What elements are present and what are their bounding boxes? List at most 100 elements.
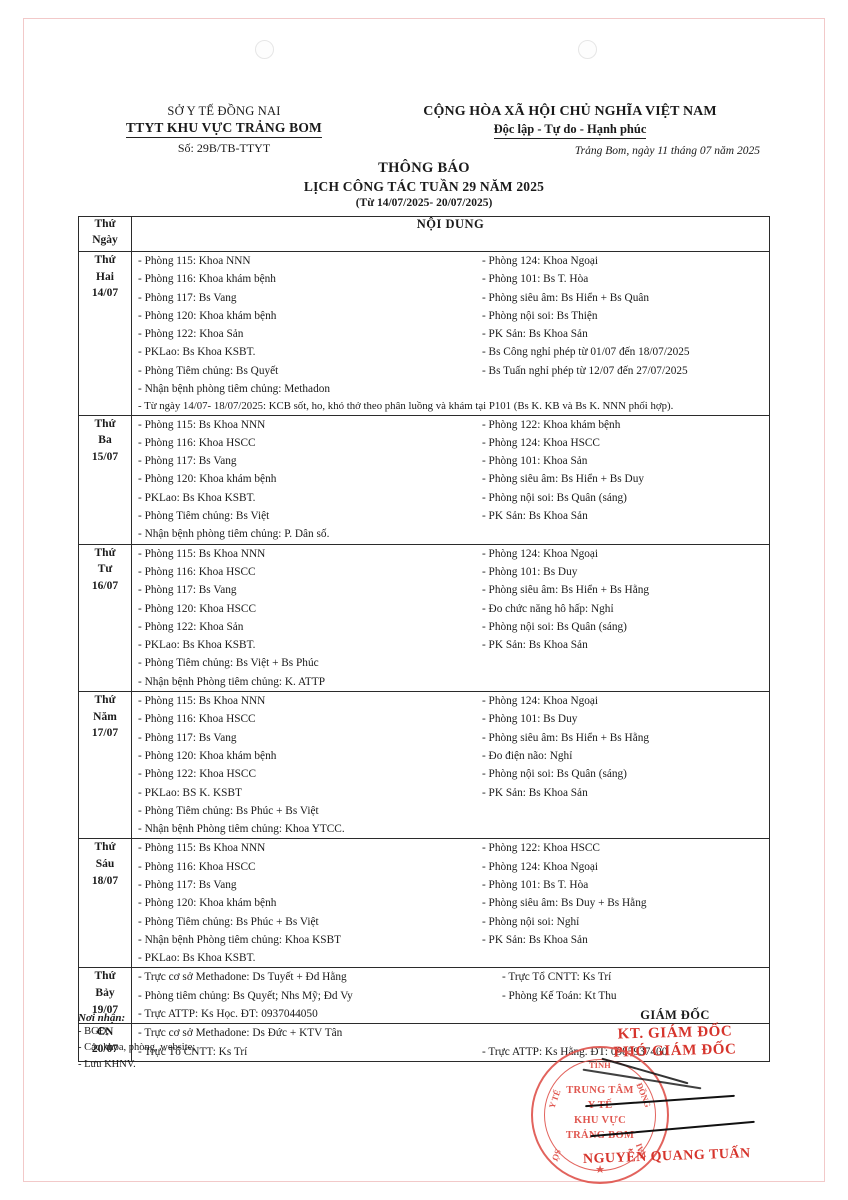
- day-date: 15/07: [91, 450, 119, 463]
- schedule-entry: - Phòng Tiêm chủng: Bs Phúc + Bs Việt: [138, 915, 319, 928]
- content-column-right: - Phòng 124: Khoa Ngoại - Phòng 101: Bs D…: [476, 545, 769, 691]
- content-two-columns: - Trực cơ sở Methadone: Ds Tuyết + Đd Hằ…: [132, 968, 769, 1023]
- day-date: 19/07: [91, 1003, 119, 1016]
- schedule-entry: - Phòng nội soi: Nghỉ: [481, 915, 580, 928]
- schedule-entry: - Phòng tiêm chủng: Bs Quyết; Nhs Mỹ; Đd…: [138, 989, 353, 1002]
- schedule-entry: - Nhận bệnh Phòng tiêm chủng: K. ATTP: [138, 675, 326, 688]
- document-type-title: THÔNG BÁO: [378, 160, 470, 176]
- day-name-line1: Thứ: [94, 694, 116, 707]
- schedule-entry: - Phòng nội soi: Bs Thiện: [481, 309, 598, 322]
- schedule-entry: - Phòng 115: Bs Khoa NNN: [138, 695, 266, 708]
- schedule-entry: - PK Sản: Bs Khoa Sản: [481, 639, 588, 652]
- schedule-entry: - Phòng 120: Khoa khám bệnh: [138, 309, 277, 322]
- schedule-entry: - Phòng 120: Khoa khám bệnh: [138, 897, 277, 910]
- content-column-right: - Trực Tổ CNTT: Ks Trí - Phòng Kế Toán: K…: [476, 968, 769, 1023]
- schedule-entry: - Phòng 120: Khoa HSCC: [138, 602, 256, 615]
- schedule-entry: - Phòng siêu âm: Bs Duy + Bs Hằng: [481, 897, 647, 910]
- day-label-cell: Thứ Tư 16/07: [78, 543, 132, 693]
- document-header: SỞ Y TẾ ĐỒNG NAI TTYT KHU VỰC TRẢNG BOM …: [78, 104, 770, 157]
- day-content-cell: - Phòng 115: Bs Khoa NNN - Phòng 116: Kho…: [131, 543, 770, 693]
- schedule-entry: - Đo điện não: Nghỉ: [481, 749, 573, 762]
- day-name-line2: Bảy: [95, 987, 115, 1000]
- seal-arc-top: TỈNH: [589, 1060, 611, 1070]
- schedule-entry: - Phòng 101: Bs T. Hòa: [481, 878, 589, 891]
- recipients-title: Nơi nhận:: [78, 1012, 126, 1024]
- table-row: Thứ Năm 17/07- Phòng 115: Bs Khoa NNN - Phò…: [78, 691, 770, 840]
- content-column-right: - Phòng 124: Khoa Ngoại - Phòng 101: Bs D…: [476, 692, 769, 838]
- department-name: SỞ Y TẾ ĐỒNG NAI: [167, 104, 281, 118]
- schedule-entry: - Phòng 124: Khoa Ngoại: [481, 255, 599, 267]
- schedule-table-body: Thứ Ngày NỘI DUNG Thứ Hai 14/07 - Phòng 115…: [78, 216, 770, 1062]
- recipient-item: - BGĐ;: [78, 1026, 110, 1037]
- seal-star-icon: ★: [595, 1164, 605, 1176]
- schedule-entry: - Phòng 124: Khoa HSCC: [481, 436, 600, 449]
- schedule-entry: - Phòng 122: Khoa khám bệnh: [481, 418, 621, 431]
- schedule-entry: - Phòng Tiêm chủng: Bs Phúc + Bs Việt: [138, 804, 319, 817]
- signature-block: GIÁM ĐỐC KT. GIÁM ĐỐC PHÓ GIÁM ĐỐC: [560, 1008, 790, 1061]
- seal-inner-ring: [544, 1059, 656, 1171]
- schedule-entry: - Phòng 115: Bs Khoa NNN: [138, 418, 266, 431]
- schedule-entry: - PKLao: Bs Khoa KSBT.: [138, 346, 256, 359]
- column-header-day: Thứ Ngày: [78, 216, 132, 252]
- schedule-entry: - PK Sản: Bs Khoa Sản: [481, 933, 588, 946]
- schedule-entry: - Phòng 115: Bs Khoa NNN: [138, 547, 266, 560]
- schedule-entry: - Phòng 124: Khoa Ngoại: [481, 695, 599, 708]
- day-name-line1: Thứ: [94, 254, 116, 266]
- hole-punch-icon: [255, 40, 274, 59]
- content-column-left: - Phòng 115: Khoa NNN - Phòng 116: Khoa k…: [132, 252, 476, 398]
- day-label-cell: Thứ Năm 17/07: [78, 691, 132, 840]
- schedule-entry: - Phòng 116: Khoa khám bệnh: [138, 273, 276, 286]
- seal-line-1: TRUNG TÂM: [566, 1085, 634, 1096]
- weekly-schedule-table: Thứ Ngày NỘI DUNG Thứ Hai 14/07 - Phòng 115…: [78, 216, 770, 1062]
- schedule-entry: - Phòng 117: Bs Vang: [138, 878, 237, 891]
- seal-line-3: KHU VỰC: [574, 1114, 626, 1126]
- full-width-note: - Từ ngày 14/07- 18/07/2025: KCB sốt, ho…: [138, 400, 674, 413]
- date-range-subtitle: (Từ 14/07/2025- 20/07/2025): [355, 197, 493, 209]
- schedule-entry: - PK Sản: Bs Khoa Sản: [481, 510, 588, 523]
- signature-title: GIÁM ĐỐC: [640, 1008, 710, 1022]
- schedule-entry: - Phòng Tiêm chủng: Bs Việt + Bs Phúc: [138, 657, 319, 670]
- issuing-authority-block: SỞ Y TẾ ĐỒNG NAI TTYT KHU VỰC TRẢNG BOM …: [78, 104, 370, 157]
- content-two-columns: - Phòng 115: Bs Khoa NNN - Phòng 116: Kho…: [132, 692, 769, 838]
- table-row: Thứ Ba 15/07- Phòng 115: Bs Khoa NNN - Phòn…: [78, 414, 770, 545]
- schedule-entry: - Phòng siêu âm: Bs Hiển + Bs Quân: [481, 291, 650, 304]
- schedule-entry: - Phòng 117: Bs Vang: [138, 731, 237, 744]
- recipients-list: - BGĐ; - Các khoa, phòng, website; - Lưu…: [78, 1024, 770, 1073]
- day-date: 16/07: [91, 579, 119, 592]
- table-row: Thứ Sáu 18/07- Phòng 115: Bs Khoa NNN - Phò…: [78, 838, 770, 969]
- day-content-cell: - Phòng 115: Bs Khoa NNN - Phòng 116: Kho…: [131, 691, 770, 840]
- content-column-left: - Phòng 115: Bs Khoa NNN - Phòng 116: Kho…: [132, 416, 476, 544]
- day-label-cell: Thứ Hai 14/07: [78, 251, 132, 416]
- national-motto-block: CỘNG HÒA XÃ HỘI CHỦ NGHĨA VIỆT NAM Độc l…: [370, 104, 770, 157]
- schedule-entry: - Nhận bệnh phòng tiêm chủng: P. Dân số.: [138, 528, 330, 541]
- day-name-line1: Thứ: [94, 970, 116, 983]
- schedule-entry: - Trực ATTP: Ks Học. ĐT: 0937044050: [138, 1008, 318, 1021]
- content-column-left: - Phòng 115: Bs Khoa NNN - Phòng 116: Kho…: [132, 545, 476, 691]
- schedule-entry: - Phòng 116: Khoa HSCC: [138, 436, 256, 449]
- schedule-entry: - Phòng 101: Khoa Sản: [481, 455, 588, 468]
- schedule-entry: - PKLao: Bs Khoa KSBT.: [138, 952, 256, 965]
- day-name-line2: Sáu: [95, 858, 115, 871]
- schedule-entry: - Phòng 122: Khoa Sản: [138, 620, 244, 633]
- schedule-entry: - Phòng 116: Khoa HSCC: [138, 860, 256, 873]
- schedule-entry: - Phòng 101: Bs Duy: [481, 713, 578, 726]
- schedule-entry: - Phòng 117: Bs Vang: [138, 455, 237, 468]
- seal-outer-ring: [531, 1046, 669, 1184]
- day-label-cell: CN 20/07: [78, 1023, 132, 1062]
- schedule-entry: - PKLao: BS K. KSBT: [138, 786, 242, 799]
- table-row: Thứ Hai 14/07- Phòng 115: Khoa NNN - Phòng …: [78, 251, 770, 416]
- schedule-entry: - Phòng nội soi: Bs Quân (sáng): [481, 768, 627, 781]
- schedule-entry: - Đo chức năng hô hấp: Nghỉ: [481, 602, 614, 615]
- hole-punch-icon: [578, 40, 597, 59]
- day-content-cell: - Phòng 115: Bs Khoa NNN - Phòng 116: Kho…: [131, 838, 770, 969]
- schedule-entry: - Phòng 115: Bs Khoa NNN: [138, 842, 266, 855]
- schedule-entry: - PK Sản: Bs Khoa Sản: [481, 328, 588, 341]
- schedule-entry: - Phòng 124: Khoa Ngoại: [481, 547, 599, 560]
- schedule-entry: - Phòng Kế Toán: Kt Thu: [501, 989, 617, 1002]
- schedule-entry: - PK Sản: Bs Khoa Sản: [481, 786, 588, 799]
- day-content-cell: - Phòng 115: Khoa NNN - Phòng 116: Khoa k…: [131, 251, 770, 416]
- recipient-item: - Các khoa, phòng, website;: [78, 1042, 196, 1054]
- day-label-cell: Thứ Ba 15/07: [78, 414, 132, 545]
- content-column-left: - Phòng 115: Bs Khoa NNN - Phòng 116: Kho…: [132, 692, 476, 838]
- content-column-left: - Phòng 115: Bs Khoa NNN - Phòng 116: Kho…: [132, 839, 476, 967]
